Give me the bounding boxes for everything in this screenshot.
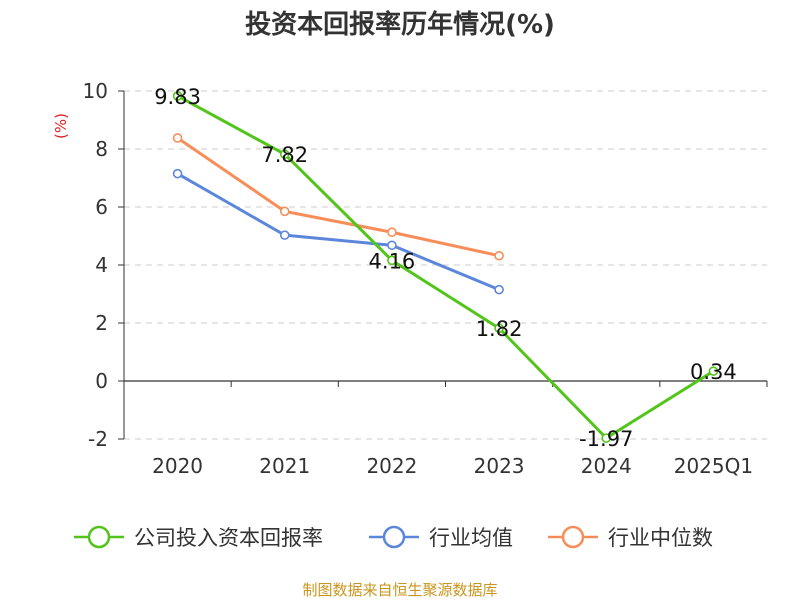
y-tick-label: 2 — [95, 311, 108, 335]
data-label: 0.34 — [690, 360, 737, 384]
chart-title: 投资本回报率历年情况(%) — [245, 9, 555, 40]
y-tick-label: 6 — [95, 195, 108, 219]
y-tick-label: -2 — [88, 427, 108, 451]
data-point — [494, 250, 504, 261]
data-point — [279, 206, 290, 217]
data-label: 4.16 — [369, 249, 416, 273]
data-point — [279, 149, 290, 160]
data-point — [279, 230, 290, 240]
data-point — [494, 323, 504, 334]
data-point — [387, 255, 397, 266]
y-tick-label: 10 — [83, 79, 108, 103]
data-point — [387, 240, 397, 251]
x-tick-label: 2022 — [366, 454, 417, 478]
legend-marker — [382, 525, 406, 549]
x-tick-label: 2020 — [152, 454, 203, 478]
legend-item[interactable]: 行业均值 — [369, 525, 513, 550]
series-group — [172, 91, 719, 443]
data-label: -1.97 — [579, 427, 633, 451]
data-point — [172, 91, 183, 101]
legend-marker — [561, 525, 585, 549]
series-0 — [172, 91, 719, 443]
legend-item[interactable]: 行业中位数 — [548, 525, 713, 550]
legend-marker — [87, 525, 111, 549]
data-point — [494, 284, 504, 295]
grid-lines — [124, 90, 767, 440]
data-point — [601, 433, 612, 443]
series-1 — [172, 168, 504, 295]
series-line — [176, 136, 500, 258]
data-labels: 9.83 7.82 4.16 1.82 -1.97 0.34 — [154, 85, 737, 451]
x-tick-label: 2025Q1 — [674, 454, 753, 478]
series-line — [176, 94, 715, 440]
data-label: 1.82 — [476, 317, 523, 341]
data-point — [708, 366, 719, 376]
series-line — [176, 172, 500, 292]
legend-label: 行业中位数 — [608, 526, 713, 550]
y-tick-label: 8 — [95, 137, 108, 161]
data-label: 7.82 — [261, 143, 308, 167]
series-2 — [172, 133, 504, 261]
data-point — [387, 227, 397, 238]
data-label: 9.83 — [154, 85, 201, 109]
x-tick-labels: 2020 2021 2022 2023 2024 2025Q1 — [152, 454, 753, 478]
legend-item[interactable]: 公司投入资本回报率 — [74, 525, 323, 550]
data-point — [172, 133, 183, 143]
y-axis-unit: (%) — [52, 113, 70, 139]
x-tick-label: 2021 — [259, 454, 310, 478]
legend-label: 行业均值 — [429, 526, 513, 550]
legend-label: 公司投入资本回报率 — [134, 526, 323, 550]
legend: 公司投入资本回报率 行业均值 行业中位数 — [74, 525, 713, 550]
x-tick-label: 2023 — [474, 454, 525, 478]
y-tick-label: 0 — [95, 369, 108, 393]
axes — [118, 90, 768, 440]
y-tick-labels: 10 8 6 4 2 0 -2 — [83, 79, 108, 451]
source-note: 制图数据来自恒生聚源数据库 — [302, 581, 497, 599]
x-tick-label: 2024 — [581, 454, 632, 478]
data-point — [172, 168, 183, 179]
y-tick-label: 4 — [95, 253, 108, 277]
